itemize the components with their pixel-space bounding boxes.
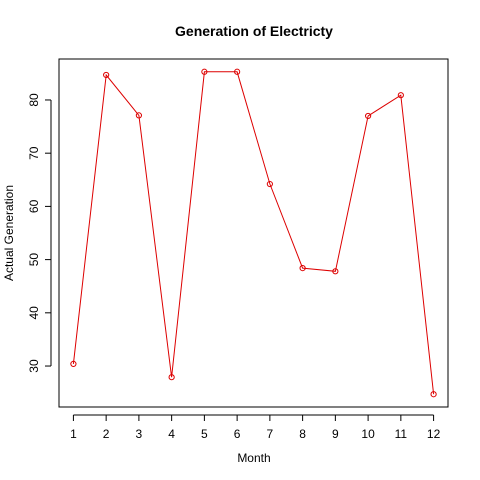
y-tick-label: 70 — [27, 146, 41, 160]
data-point — [332, 268, 339, 275]
chart-title: Generation of Electricty — [175, 23, 333, 39]
data-point — [266, 180, 273, 188]
data-point — [135, 112, 142, 119]
data-point — [234, 68, 241, 75]
y-axis-label: Actual Generation — [2, 185, 16, 281]
y-tick-label: 60 — [27, 199, 41, 213]
y-tick-label: 80 — [27, 93, 41, 107]
x-tick-label: 10 — [361, 427, 375, 441]
x-tick-label: 3 — [136, 427, 143, 441]
x-tick-label: 6 — [234, 427, 241, 441]
series-line — [72, 71, 435, 395]
data-point — [103, 71, 110, 79]
x-tick-label: 11 — [395, 427, 408, 441]
x-tick-label: 12 — [427, 427, 441, 441]
series-layer — [70, 68, 437, 398]
data-point — [397, 92, 404, 99]
x-tick-label: 7 — [267, 427, 274, 441]
x-tick-label: 2 — [103, 427, 110, 441]
data-point — [430, 391, 437, 398]
x-axis: 1 2 3 4 5 6 7 8 9 10 11 12 — [70, 414, 441, 441]
x-tick-label: 8 — [299, 427, 306, 441]
data-point — [201, 68, 208, 75]
x-tick-label: 1 — [70, 427, 77, 441]
x-tick-label: 5 — [201, 427, 208, 441]
x-tick-label: 4 — [168, 427, 175, 441]
y-tick-label: 50 — [27, 253, 41, 267]
data-point — [299, 265, 306, 272]
x-tick-label: 9 — [332, 427, 339, 441]
data-point — [70, 360, 77, 367]
plot-frame — [58, 58, 449, 408]
y-axis: 30 40 50 60 70 80 — [27, 93, 52, 373]
y-tick-label: 40 — [27, 306, 41, 320]
x-axis-label: Month — [237, 451, 270, 465]
data-point — [365, 112, 372, 120]
data-point — [168, 374, 175, 381]
y-tick-label: 30 — [27, 359, 41, 373]
